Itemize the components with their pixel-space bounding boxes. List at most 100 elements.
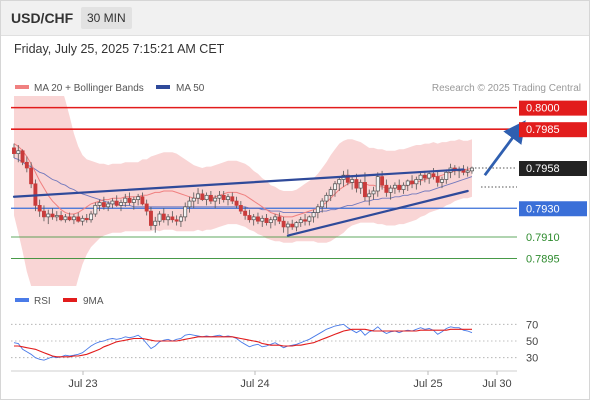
candle-bull [187, 200, 192, 208]
candlesticks [12, 143, 474, 235]
candle-bear [29, 167, 34, 185]
level-label-box-0.7930 [519, 201, 587, 217]
candle-bear [208, 194, 213, 202]
candle-bull [89, 213, 93, 221]
candle-bull [97, 202, 102, 206]
trendline-lower [286, 189, 469, 237]
x-tick-label: Jul 30 [482, 378, 511, 390]
candle-bull [285, 223, 290, 228]
legend-ma20-label: MA 20 + Bollinger Bands [34, 83, 144, 94]
legend-9ma-label: 9MA [83, 296, 104, 307]
candle-bear [161, 213, 166, 221]
candle-bear [264, 217, 269, 223]
level-label-0.8000: 0.8000 [526, 103, 560, 115]
candle-bull [204, 194, 209, 200]
candle-bear [170, 216, 175, 221]
candle-bull [328, 189, 333, 196]
candle-bull [54, 215, 59, 218]
candle-bear [290, 223, 295, 228]
candle-bear [42, 210, 46, 218]
candle-bear [410, 180, 414, 185]
candle-bull [427, 173, 432, 179]
candle-bull [333, 183, 337, 190]
candle-bull [157, 213, 162, 222]
datetime-label: Friday, July 25, 2025 7:15:21 AM CET [14, 42, 225, 56]
candle-bear [435, 176, 440, 183]
candle-bear [84, 217, 89, 221]
legend-9ma-swatch [63, 298, 77, 302]
candle-bull [191, 197, 196, 202]
candle-bull [71, 216, 76, 221]
candle-bear [76, 216, 81, 222]
candle-bear [277, 216, 282, 222]
candle-bear [380, 176, 385, 186]
bollinger-band-fill [14, 96, 472, 286]
candle-bull [93, 205, 98, 215]
legend-ma50-swatch [156, 85, 170, 89]
candle-bull [183, 206, 188, 218]
candle-bear [422, 174, 427, 179]
candle-bull [131, 199, 136, 203]
trendlines [12, 120, 526, 237]
candle-bear [354, 179, 359, 189]
candle-bull [294, 222, 299, 228]
level-label-box-0.8000 [519, 100, 587, 116]
candle-bear [256, 216, 260, 222]
candle-bear [174, 219, 179, 222]
x-axis-ticks: Jul 23 Jul 24 Jul 25 Jul 30 [68, 371, 512, 390]
candle-bear [20, 150, 25, 163]
candle-bull [260, 217, 265, 222]
candle-bear [101, 202, 106, 208]
bollinger-bands [14, 96, 472, 286]
candle-bull [46, 213, 51, 218]
candle-bull [226, 196, 230, 200]
candle-bull [405, 180, 410, 186]
candle-bull [392, 184, 397, 189]
candle-bull [371, 190, 376, 195]
rsi-tick-70: 70 [526, 319, 538, 331]
candle-bull [80, 217, 85, 222]
candle-bull [320, 200, 325, 208]
candle-bear [303, 219, 307, 222]
candle-bull [196, 193, 200, 199]
candle-bull [414, 179, 419, 185]
candle-bear [144, 203, 149, 212]
last-price-box [519, 161, 587, 176]
candle-bull [153, 220, 158, 226]
candle-bull [307, 216, 312, 222]
candle-bull [166, 216, 171, 221]
x-tick-label: Jul 25 [413, 378, 442, 390]
candle-bull [337, 179, 342, 185]
projection-arrow [483, 120, 526, 177]
rsi-pane: 70 50 30 [11, 319, 538, 365]
candle-bear [67, 216, 72, 221]
candle-bear [345, 174, 350, 183]
candle-bull [213, 197, 218, 202]
candle-bull [311, 212, 316, 218]
x-tick-label: Jul 24 [240, 378, 269, 390]
candle-bear [114, 200, 119, 206]
candle-bull [465, 170, 470, 173]
candle-bull [217, 194, 222, 199]
candle-bull [324, 194, 329, 202]
candle-bull [251, 216, 256, 221]
candle-bull [440, 179, 444, 183]
candle-bull [16, 150, 21, 154]
candle-bear [59, 215, 64, 221]
candle-bear [243, 210, 248, 216]
candle-bear [281, 220, 286, 228]
candle-bull [388, 187, 393, 193]
candle-bull [375, 176, 380, 192]
candle-bear [12, 147, 16, 154]
level-label-0.7910: 0.7910 [526, 232, 560, 244]
candle-bear [127, 197, 132, 203]
candle-bear [221, 194, 226, 200]
candle-bear [149, 210, 153, 226]
legend-ma20-swatch [15, 85, 29, 89]
candle-bull [367, 193, 372, 198]
candle-bull [418, 174, 423, 180]
candle-bull [315, 206, 320, 213]
timeframe-badge[interactable]: 30 MIN [81, 7, 132, 29]
